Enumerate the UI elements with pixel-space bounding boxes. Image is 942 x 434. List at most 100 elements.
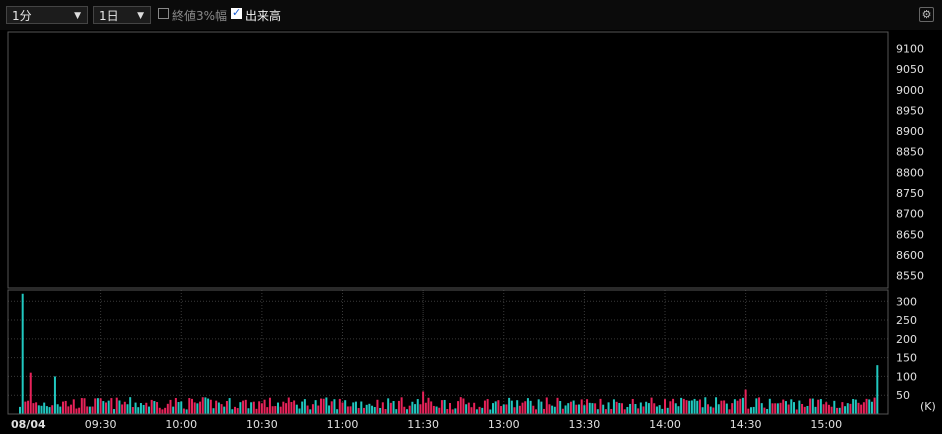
volume-bar bbox=[37, 405, 40, 414]
interval-select[interactable]: 1分 ▼ bbox=[6, 6, 88, 24]
volume-bar bbox=[360, 401, 363, 414]
volume-tick-label: 100 bbox=[896, 370, 917, 383]
volume-tick-label: 50 bbox=[896, 389, 910, 402]
volume-bar bbox=[424, 402, 427, 414]
volume-bar bbox=[516, 400, 519, 414]
volume-bar bbox=[833, 400, 836, 414]
volume-bar bbox=[309, 409, 312, 414]
volume-bar bbox=[365, 404, 368, 414]
volume-bar bbox=[664, 399, 666, 414]
volume-bar bbox=[70, 404, 73, 414]
chevron-down-icon: ▼ bbox=[137, 11, 144, 21]
volume-bar bbox=[406, 409, 408, 414]
volume-bar bbox=[220, 404, 223, 414]
volume-bar bbox=[685, 400, 688, 414]
volume-bar bbox=[314, 400, 317, 414]
volume-bar bbox=[148, 406, 150, 414]
volume-bar bbox=[88, 406, 91, 414]
volume-bar bbox=[852, 399, 855, 414]
chart-toolbar: 1分 ▼ 1日 ▼ 終値3%幅 出来高 ⚙ bbox=[0, 0, 942, 30]
volume-bar bbox=[145, 402, 148, 414]
volume-bar bbox=[846, 403, 849, 414]
volume-bar bbox=[395, 409, 398, 414]
volume-bar bbox=[621, 403, 623, 414]
volume-bar bbox=[279, 406, 282, 414]
volume-bar bbox=[836, 407, 838, 414]
volume-bar bbox=[416, 399, 419, 414]
volume-bar bbox=[169, 399, 172, 414]
volume-checkbox[interactable] bbox=[231, 6, 242, 19]
volume-bar bbox=[532, 405, 535, 414]
volume-bar bbox=[150, 399, 153, 414]
volume-bar bbox=[268, 397, 271, 414]
volume-bar bbox=[642, 406, 645, 414]
volume-bar bbox=[247, 408, 250, 414]
volume-bar bbox=[295, 404, 298, 414]
gear-icon[interactable]: ⚙ bbox=[919, 7, 934, 22]
volume-bar bbox=[551, 405, 554, 414]
volume-bar bbox=[392, 401, 395, 414]
volume-bar bbox=[696, 400, 699, 414]
volume-bar bbox=[110, 398, 113, 414]
volume-bar bbox=[631, 398, 634, 414]
volume-bar bbox=[182, 408, 185, 414]
x-tick-label: 10:00 bbox=[165, 418, 197, 431]
volume-bar bbox=[260, 403, 263, 414]
y-tick-label: 8650 bbox=[896, 228, 924, 241]
volume-bar bbox=[615, 401, 618, 414]
volume-bar bbox=[720, 400, 723, 414]
volume-bar bbox=[72, 399, 75, 414]
volume-bar bbox=[591, 403, 594, 414]
volume-bar bbox=[118, 400, 121, 414]
volume-bar bbox=[435, 406, 438, 414]
volume-pane bbox=[7, 289, 889, 415]
volume-bar bbox=[787, 404, 790, 414]
volume-bar bbox=[822, 404, 825, 414]
volume-bar bbox=[274, 406, 277, 414]
volume-bar bbox=[849, 403, 852, 414]
volume-bar bbox=[771, 403, 774, 414]
volume-bar bbox=[604, 409, 607, 414]
volume-bar bbox=[352, 402, 355, 414]
volume-bar bbox=[564, 405, 567, 414]
volume-bar bbox=[427, 397, 430, 414]
volume-bar bbox=[784, 401, 787, 414]
volume-bar bbox=[529, 400, 532, 414]
volume-bar bbox=[698, 399, 701, 414]
volume-bar bbox=[379, 407, 382, 414]
volume-bar bbox=[51, 405, 54, 414]
x-tick-label: 15:00 bbox=[810, 418, 842, 431]
volume-bar bbox=[311, 404, 314, 414]
volume-bar bbox=[252, 401, 255, 414]
volume-bar bbox=[865, 398, 868, 414]
volume-bar bbox=[346, 406, 349, 414]
volume-bar bbox=[432, 405, 435, 414]
volume-bar bbox=[59, 406, 62, 414]
volume-bar bbox=[67, 406, 70, 414]
volume-bar bbox=[371, 405, 374, 414]
volume-bar bbox=[244, 399, 247, 414]
volume-bar bbox=[803, 406, 806, 414]
axis-labels: 9100 9050 9000 8950 8900 8850 8800 8750 8700 8650… bbox=[11, 43, 936, 431]
period-select[interactable]: 1日 ▼ bbox=[93, 6, 151, 24]
volume-bar bbox=[185, 409, 188, 414]
volume-bar bbox=[199, 401, 202, 414]
volume-bar bbox=[766, 409, 769, 414]
volume-bar bbox=[177, 402, 180, 414]
volume-bar bbox=[387, 398, 390, 414]
volume-bar bbox=[188, 398, 191, 414]
volume-bar bbox=[263, 399, 266, 414]
volume-bar bbox=[142, 404, 145, 414]
volume-bar bbox=[639, 402, 642, 414]
volume-bar bbox=[862, 402, 865, 414]
volume-bar bbox=[545, 397, 548, 414]
volume-bar bbox=[709, 406, 712, 414]
range-3pct-checkbox[interactable] bbox=[158, 8, 169, 19]
volume-bar bbox=[376, 399, 379, 414]
volume-bar bbox=[782, 399, 785, 414]
volume-bar bbox=[758, 397, 761, 414]
volume-bar bbox=[580, 399, 583, 414]
volume-bar bbox=[725, 403, 728, 414]
volume-bar bbox=[344, 400, 347, 414]
volume-bar bbox=[741, 397, 744, 414]
